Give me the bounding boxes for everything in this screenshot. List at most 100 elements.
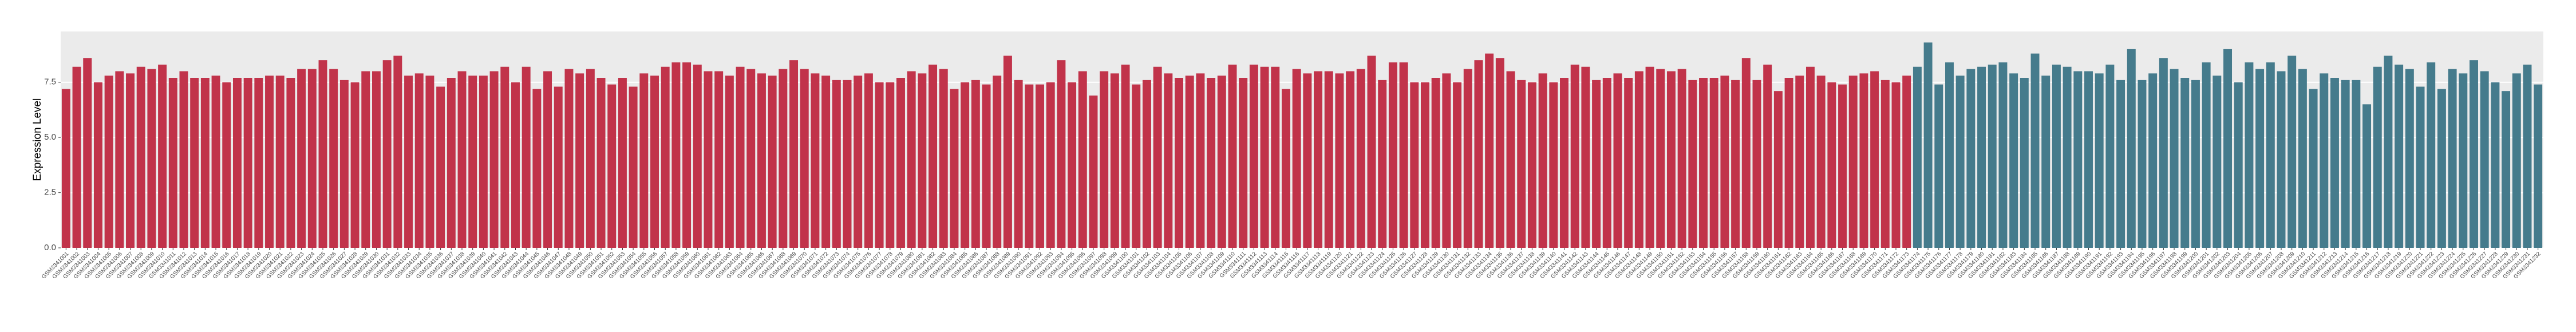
- bar: [2105, 64, 2115, 248]
- bar: [779, 69, 788, 248]
- bar: [500, 66, 509, 248]
- bar: [372, 71, 381, 248]
- bar: [1934, 84, 1943, 248]
- bar: [1666, 71, 1676, 248]
- bar: [2277, 71, 2286, 248]
- bar: [1068, 82, 1077, 248]
- bar: [1367, 56, 1376, 248]
- bar: [918, 73, 927, 248]
- bar: [682, 62, 692, 248]
- bar: [2170, 69, 2179, 248]
- bar: [1773, 91, 1783, 248]
- bar: [596, 78, 606, 248]
- bar: [1003, 56, 1012, 248]
- bar: [404, 76, 413, 248]
- bar: [1485, 53, 1494, 248]
- bar: [1720, 76, 1729, 248]
- bar: [2395, 64, 2404, 248]
- bar: [136, 66, 145, 248]
- bar: [2116, 80, 2125, 248]
- bar: [961, 82, 970, 248]
- bar: [811, 73, 820, 248]
- bar: [532, 89, 542, 248]
- bar: [329, 69, 338, 248]
- bar: [382, 60, 392, 248]
- bar: [618, 78, 627, 248]
- bar: [1463, 69, 1472, 248]
- bar: [200, 78, 210, 248]
- bar: [1677, 69, 1686, 248]
- bar: [1988, 64, 1997, 248]
- bar: [318, 60, 327, 248]
- bar: [1453, 82, 1462, 248]
- bar: [1538, 73, 1547, 248]
- bar: [425, 76, 434, 248]
- bar: [1913, 66, 1922, 248]
- bar: [1945, 62, 1954, 248]
- bar: [2127, 49, 2136, 248]
- bar: [1036, 84, 1044, 248]
- bar: [350, 82, 359, 248]
- bar: [982, 84, 991, 248]
- bar: [1014, 80, 1023, 248]
- bar: [2030, 53, 2040, 248]
- bar: [1153, 66, 1162, 248]
- bar: [1752, 80, 1761, 248]
- bar: [61, 89, 70, 248]
- bar: [650, 76, 659, 248]
- bar: [243, 78, 252, 248]
- bar: [1260, 66, 1269, 248]
- bar: [1249, 64, 1258, 248]
- bar: [1228, 64, 1237, 248]
- bar: [1378, 80, 1387, 248]
- bar: [1121, 64, 1130, 248]
- bar: [2405, 69, 2414, 248]
- bar: [907, 71, 916, 248]
- bar: [93, 82, 102, 248]
- bar: [2352, 80, 2361, 248]
- bar: [1132, 84, 1141, 248]
- bar: [2138, 80, 2147, 248]
- bar: [1923, 42, 1933, 248]
- bar: [2534, 84, 2543, 248]
- bar: [339, 80, 349, 248]
- bar: [1795, 76, 1804, 248]
- bar: [1902, 76, 1911, 248]
- bar: [414, 73, 424, 248]
- bar: [950, 89, 959, 248]
- bar: [1624, 78, 1633, 248]
- bar: [2245, 62, 2254, 248]
- bar: [1281, 89, 1290, 248]
- bar: [1442, 73, 1451, 248]
- bar: [607, 84, 617, 248]
- bar: [2266, 62, 2275, 248]
- y-tick-label: 7.5: [44, 77, 56, 87]
- bar: [800, 69, 809, 248]
- bar: [1709, 78, 1718, 248]
- bar: [2073, 71, 2083, 248]
- bar: [564, 69, 574, 248]
- bar: [1207, 78, 1216, 248]
- y-tick-label: 2.5: [44, 188, 56, 197]
- bar: [2191, 80, 2200, 248]
- bar: [875, 82, 884, 248]
- bar: [832, 80, 841, 248]
- bar: [1838, 84, 1847, 248]
- bar: [1634, 71, 1643, 248]
- bar: [736, 66, 745, 248]
- bar: [1324, 71, 1333, 248]
- bar: [2084, 71, 2093, 248]
- bar: [1431, 78, 1440, 248]
- bar: [1303, 73, 1312, 248]
- bar: [1239, 78, 1248, 248]
- bar: [671, 62, 681, 248]
- y-tick-label: 0.0: [44, 243, 56, 252]
- bar: [1356, 69, 1365, 248]
- bar: [896, 78, 905, 248]
- bar: [211, 76, 220, 248]
- bar: [168, 78, 177, 248]
- bar: [1645, 66, 1654, 248]
- bar: [1110, 73, 1119, 248]
- bar: [2491, 82, 2500, 248]
